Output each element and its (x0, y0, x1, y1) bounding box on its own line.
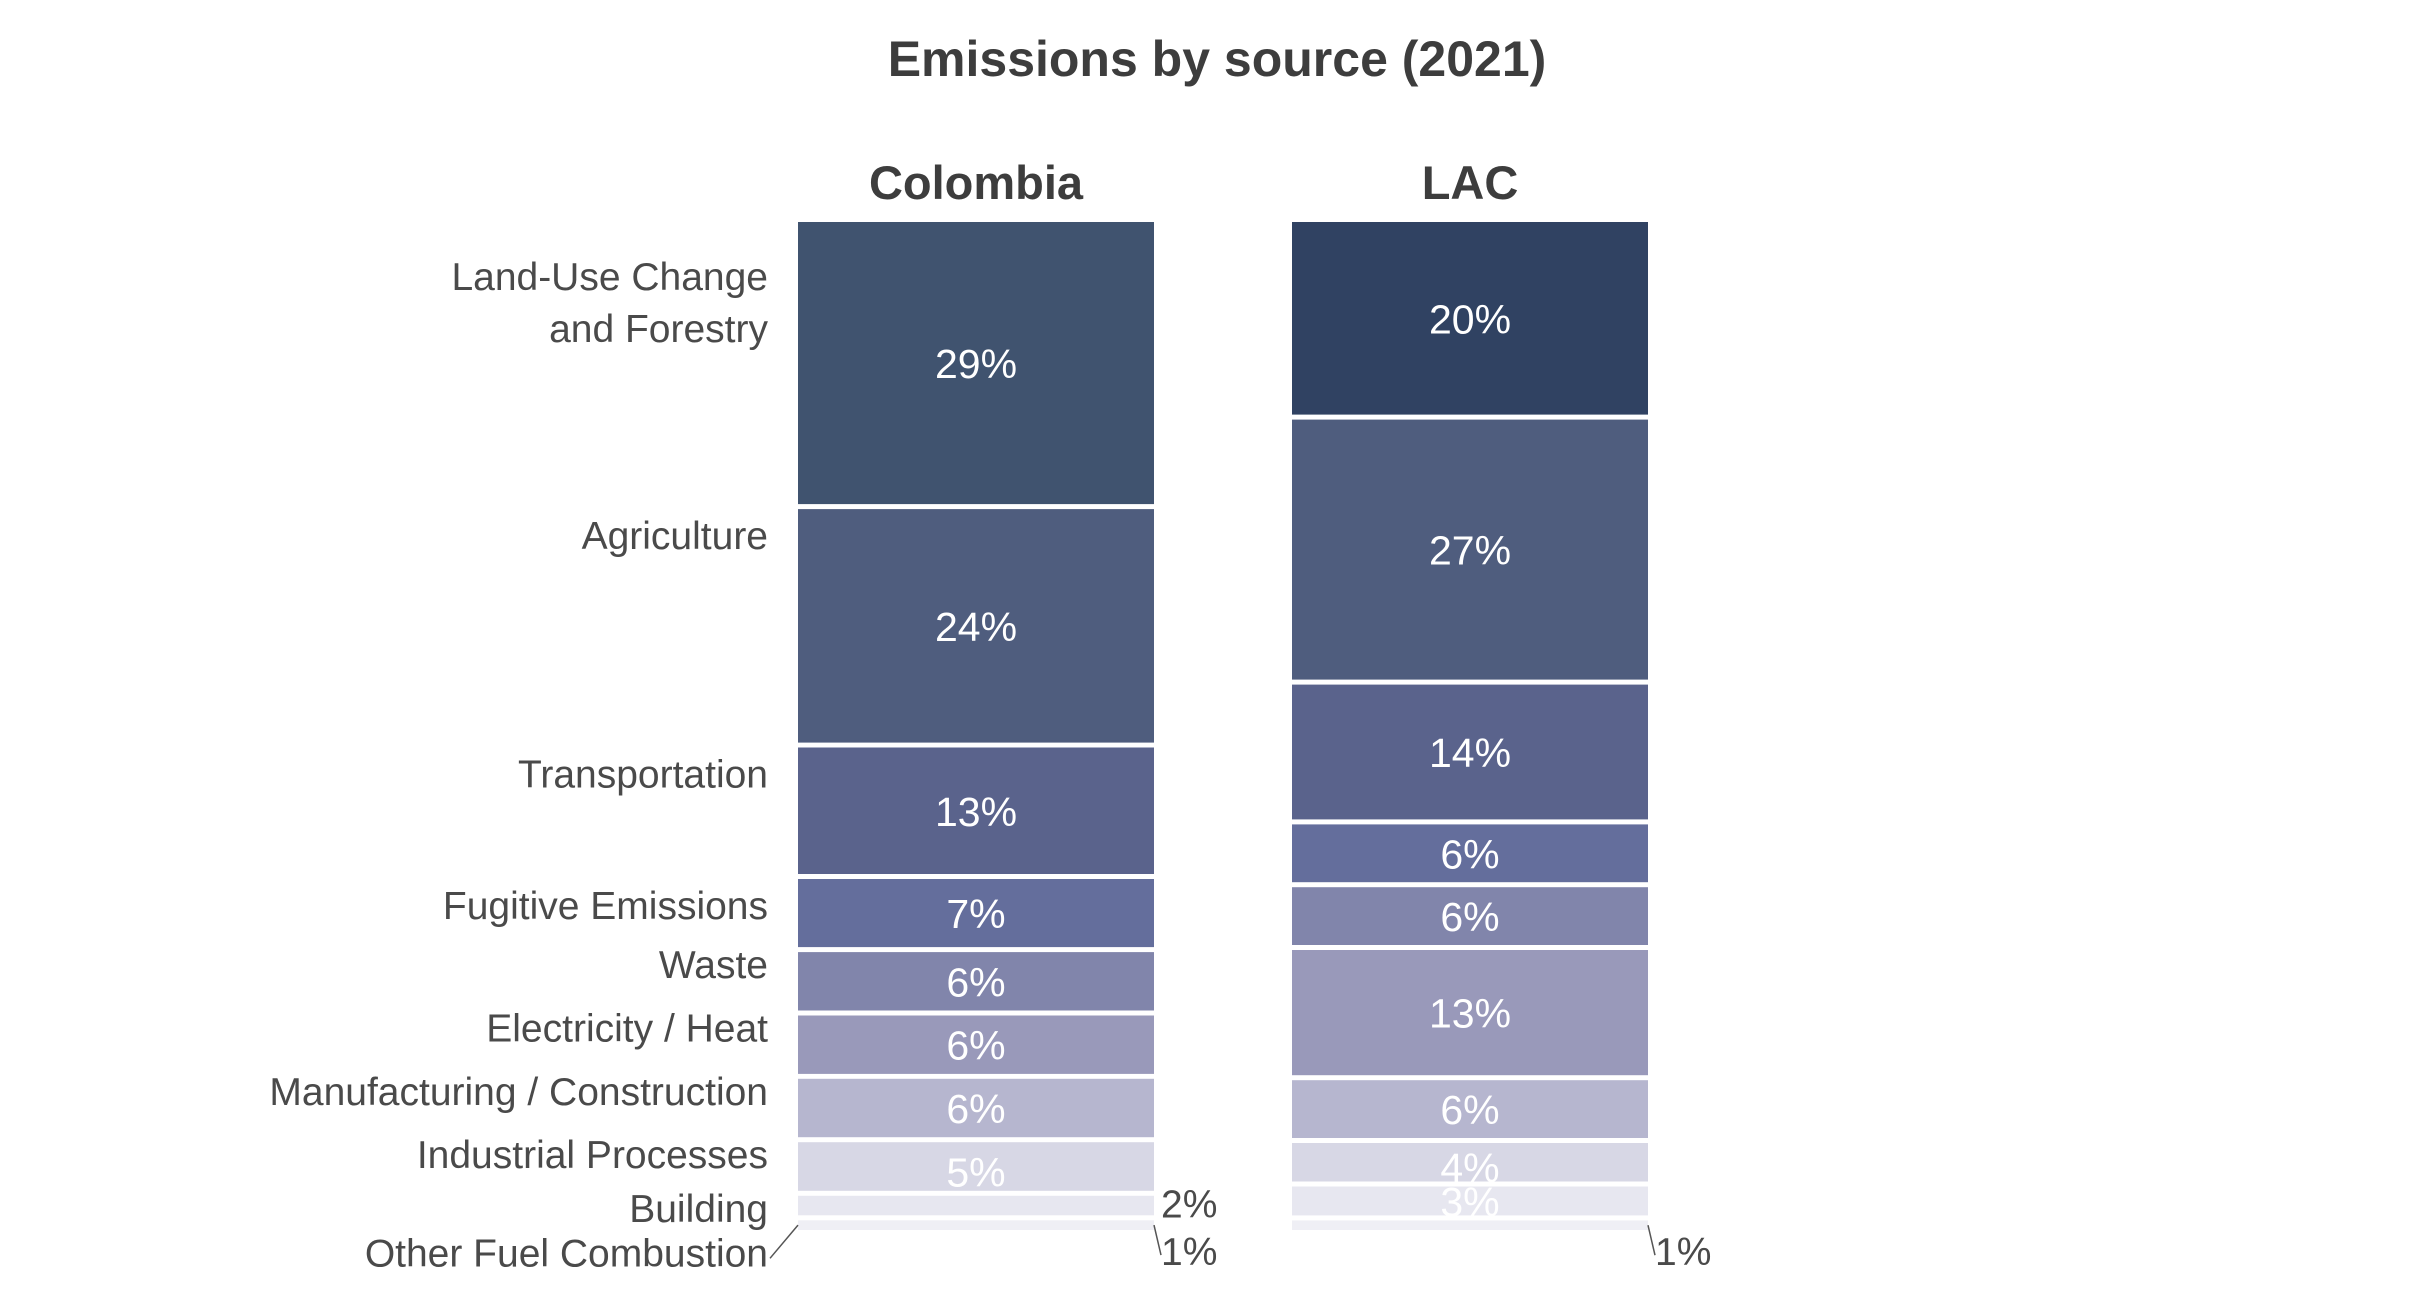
bar-segment-colombia-4 (798, 952, 1154, 1011)
data-label-lac-6: 6% (1440, 1087, 1499, 1133)
bar-segment-lac-3 (1292, 824, 1648, 883)
bar-segment-lac-8 (1292, 1186, 1648, 1216)
bar-segment-colombia-6 (798, 1078, 1154, 1138)
column-title-colombia: Colombia (869, 156, 1084, 209)
data-label-lac-5: 13% (1429, 991, 1511, 1037)
data-label-colombia-8: 2% (1161, 1184, 1217, 1227)
category-label-5: Electricity / Heat (486, 1008, 768, 1051)
data-label-colombia-4: 6% (946, 959, 1005, 1005)
bar-segment-colombia-8 (798, 1195, 1154, 1216)
data-label-lac-3: 6% (1440, 831, 1499, 877)
data-label-lac-2: 14% (1429, 730, 1511, 776)
bar-segment-lac-4 (1292, 887, 1648, 945)
leader-line-lac-9 (1647, 1225, 1656, 1256)
bar-segment-colombia-7 (798, 1142, 1154, 1191)
data-label-colombia-7: 5% (946, 1150, 1005, 1196)
category-label-0-line-1: and Forestry (549, 308, 768, 351)
category-label-2: Transportation (518, 754, 768, 797)
data-label-lac-7: 4% (1440, 1145, 1499, 1191)
bar-segment-lac-0 (1292, 222, 1648, 415)
category-label-4: Waste (659, 944, 768, 987)
column-title-lac: LAC (1422, 156, 1519, 209)
chart-title: Emissions by source (2021) (888, 31, 1547, 87)
leader-line-category-9 (769, 1224, 799, 1259)
data-label-lac-8: 3% (1440, 1179, 1499, 1225)
data-label-colombia-2: 13% (935, 789, 1017, 835)
leader-line-colombia-9 (1153, 1224, 1162, 1256)
data-label-colombia-1: 24% (935, 604, 1017, 650)
data-label-colombia-5: 6% (946, 1023, 1005, 1069)
category-label-1: Agriculture (582, 515, 768, 558)
bar-segment-colombia-0 (798, 222, 1154, 505)
category-label-8: Building (629, 1188, 768, 1231)
category-label-7: Industrial Processes (417, 1134, 768, 1177)
category-label-0-line-0: Land-Use Change (451, 256, 768, 299)
bar-segment-lac-5 (1292, 950, 1648, 1076)
data-label-lac-9: 1% (1655, 1231, 1711, 1274)
bar-segment-lac-6 (1292, 1080, 1648, 1138)
bar-segment-colombia-5 (798, 1015, 1154, 1074)
bar-segment-lac-7 (1292, 1143, 1648, 1182)
bar-segment-colombia-1 (798, 509, 1154, 743)
data-label-colombia-6: 6% (946, 1086, 1005, 1132)
bar-segment-lac-1 (1292, 419, 1648, 680)
data-label-lac-1: 27% (1429, 528, 1511, 574)
data-label-colombia-3: 7% (946, 891, 1005, 937)
category-label-9: Other Fuel Combustion (365, 1232, 768, 1275)
data-label-lac-0: 20% (1429, 296, 1511, 342)
bar-segment-lac-2 (1292, 684, 1648, 820)
data-label-colombia-9: 1% (1161, 1231, 1217, 1274)
bar-segment-colombia-9 (798, 1220, 1154, 1230)
data-label-colombia-0: 29% (935, 341, 1017, 387)
category-label-6: Manufacturing / Construction (269, 1071, 768, 1114)
bar-segment-colombia-2 (798, 747, 1154, 874)
category-label-3: Fugitive Emissions (443, 885, 768, 928)
data-label-lac-4: 6% (1440, 894, 1499, 940)
bar-segment-colombia-3 (798, 879, 1154, 948)
bar-segment-lac-9 (1292, 1220, 1648, 1230)
